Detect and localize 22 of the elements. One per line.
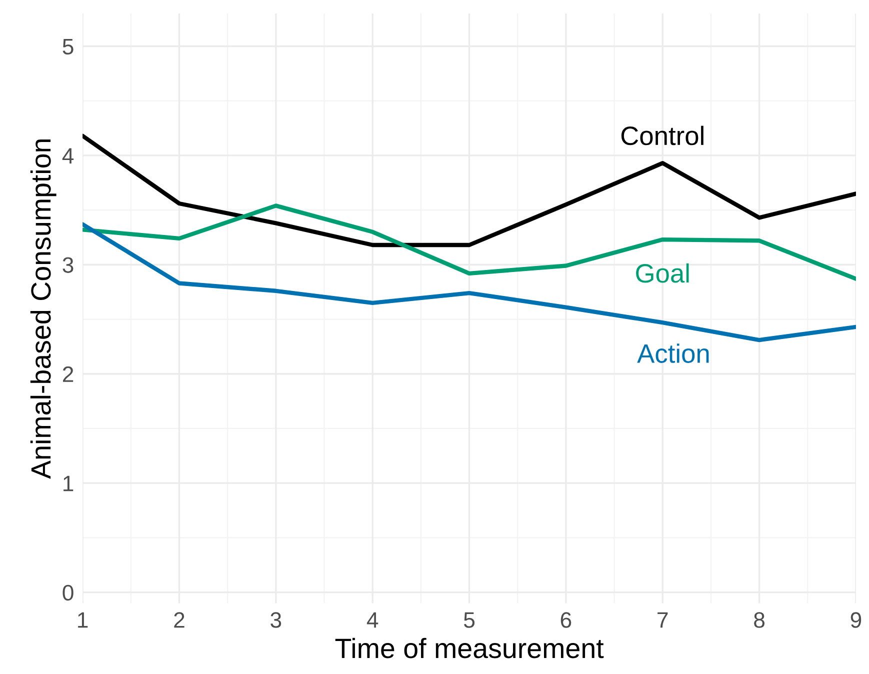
y-tick-label: 0	[62, 584, 74, 601]
x-tick-label: 5	[464, 612, 475, 628]
x-tick-label: 6	[560, 612, 572, 628]
series-label: Goal	[636, 263, 689, 283]
y-tick-label: 2	[62, 366, 74, 382]
x-tick-label: 9	[850, 612, 862, 628]
y-tick-label: 1	[64, 476, 74, 492]
x-axis-title: Time of measurement	[335, 638, 604, 658]
series-label: Control	[621, 126, 704, 146]
y-tick-label: 3	[62, 257, 74, 273]
x-tick-label: 3	[270, 612, 282, 628]
y-axis-title: Animal-based Consumption	[30, 140, 56, 479]
x-tick-label: 7	[658, 612, 668, 628]
line-series	[82, 204, 856, 281]
x-tick-label: 8	[754, 612, 764, 628]
series-label: Action	[637, 344, 709, 363]
x-tick-label: 2	[174, 612, 184, 628]
y-tick-label: 4	[62, 148, 74, 164]
x-tick-label: 4	[366, 612, 378, 628]
y-tick-label: 5	[62, 39, 74, 55]
x-tick-label: 1	[78, 612, 88, 628]
line-series	[82, 222, 856, 342]
